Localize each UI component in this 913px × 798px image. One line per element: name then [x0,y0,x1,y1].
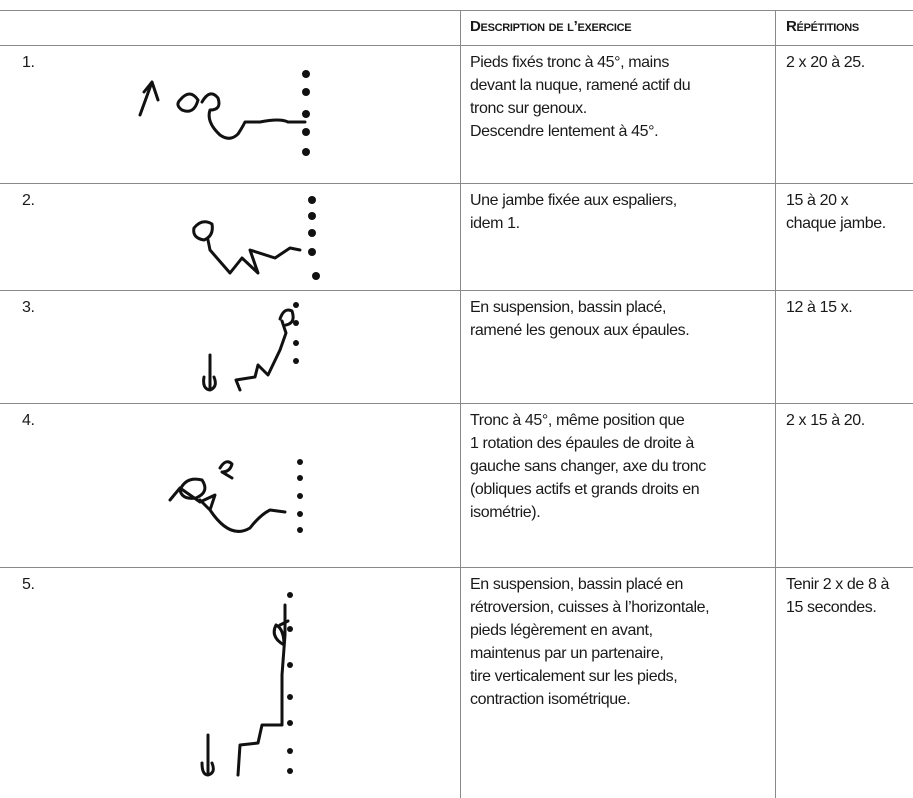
repetitions-line: Tenir 2 x de 8 à [786,576,889,593]
description-line: Descendre lentement à 45°. [470,123,659,140]
rule [0,10,913,11]
row-number: 5. [22,576,35,593]
row-number: 4. [22,412,35,429]
description-line: 1 rotation des épaules de droite à [470,435,694,452]
repetitions-line: 2 x 15 à 20. [786,412,865,429]
description-line: idem 1. [470,215,520,232]
repetitions-line: 12 à 15 x. [786,299,853,316]
rule [0,290,913,291]
description-line: ramené les genoux aux épaules. [470,322,690,339]
rule [0,403,913,404]
description: Pieds fixés tronc à 45°, mains devant la … [470,51,691,143]
sketch [200,592,293,777]
sketch [192,196,320,280]
description: Tronc à 45°, même position que 1 rotation… [470,409,706,524]
description-line: rétroversion, cuisses à l’horizontale, [470,599,710,616]
repetitions: 15 à 20 x chaque jambe. [786,189,886,235]
sketch [138,70,310,156]
description-line: Pieds fixés tronc à 45°, mains [470,54,669,71]
repetitions: 2 x 20 à 25. [786,51,865,74]
repetitions-line: 15 secondes. [786,599,877,616]
description: Une jambe fixée aux espaliers, idem 1. [470,189,677,235]
description-line: maintenus par un partenaire, [470,645,664,662]
repetitions: 2 x 15 à 20. [786,409,865,432]
description-line: Une jambe fixée aux espaliers, [470,192,677,209]
header-description: Description de l’exercice [470,18,632,35]
description-line: pieds légèrement en avant, [470,622,653,639]
row-number: 2. [22,192,35,209]
rule [0,45,913,46]
description: En suspension, bassin placé, ramené les g… [470,296,690,342]
description-line: En suspension, bassin placé en [470,576,684,593]
sketch [202,302,299,392]
description: En suspension, bassin placé en rétroversi… [470,573,710,711]
repetitions-line: 2 x 20 à 25. [786,54,865,71]
repetitions-line: 15 à 20 x [786,192,849,209]
description-line: contraction isométrique. [470,691,631,708]
row-number: 1. [22,54,35,71]
description-line: Tronc à 45°, même position que [470,412,685,429]
repetitions: 12 à 15 x. [786,296,853,319]
description-line: En suspension, bassin placé, [470,299,667,316]
description-line: devant la nuque, ramené actif du [470,77,691,94]
header-repetitions: Répétitions [786,18,859,35]
description-line: tire verticalement sur les pieds, [470,668,678,685]
description-line: tronc sur genoux. [470,100,587,117]
description-line: gauche sans changer, axe du tronc [470,458,706,475]
repetitions-line: chaque jambe. [786,215,886,232]
description-line: isométrie). [470,504,541,521]
sketch [168,459,303,533]
repetitions: Tenir 2 x de 8 à 15 secondes. [786,573,889,619]
row-number: 3. [22,299,35,316]
description-line: (obliques actifs et grands droits en [470,481,700,498]
column-rule [460,10,461,798]
rule [0,183,913,184]
rule [0,567,913,568]
column-rule [775,10,776,798]
